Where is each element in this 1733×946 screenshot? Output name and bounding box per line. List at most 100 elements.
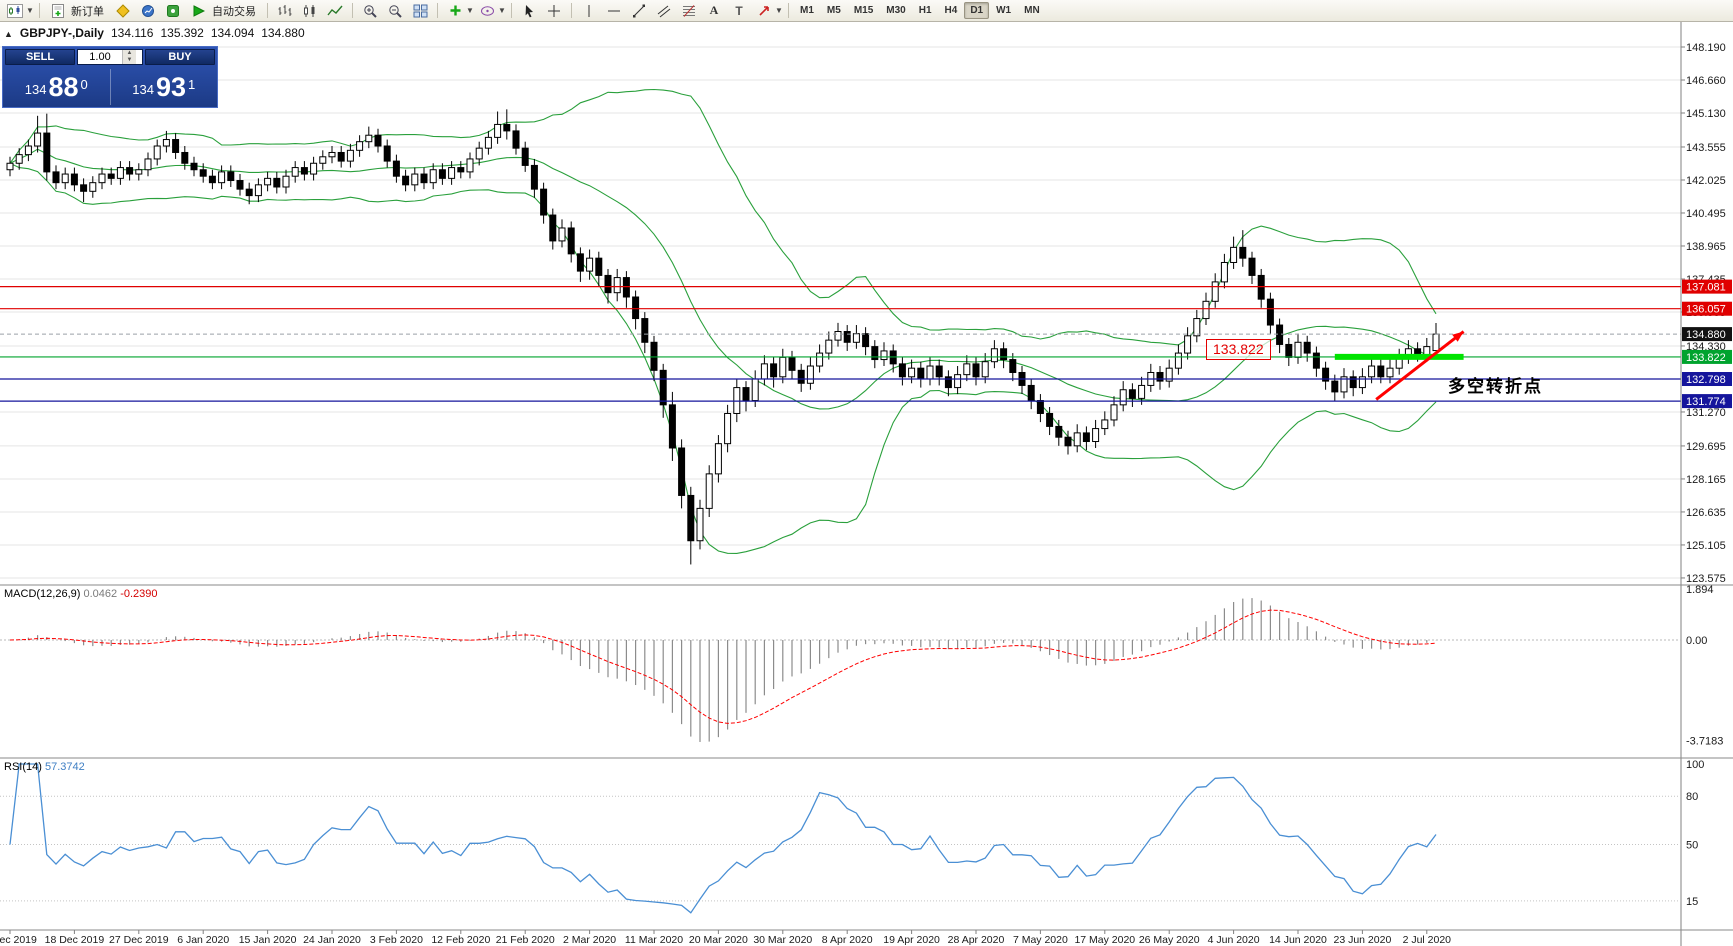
svg-text:50: 50 <box>1686 840 1698 852</box>
cycles-caret-icon[interactable]: ▼ <box>498 6 506 15</box>
horizontal-line-icon[interactable] <box>602 0 626 21</box>
svg-text:133.822: 133.822 <box>1686 352 1726 364</box>
chart-title: ▲ GBPJPY-,Daily 134.116 135.392 134.094 … <box>4 26 305 40</box>
toolbar-separator <box>267 3 268 18</box>
one-click-collapse-icon[interactable]: ▲ <box>4 29 13 39</box>
svg-text:148.190: 148.190 <box>1686 42 1726 54</box>
autotrading-play-icon <box>187 0 211 21</box>
svg-text:132.798: 132.798 <box>1686 374 1726 386</box>
sell-price[interactable]: 134 88 0 <box>3 70 110 105</box>
vertical-line-icon[interactable] <box>577 0 601 21</box>
buy-price[interactable]: 134 93 1 <box>111 70 218 105</box>
zoom-out-icon[interactable] <box>383 0 407 21</box>
svg-text:146.660: 146.660 <box>1686 75 1726 87</box>
macd-indicator-label: MACD(12,26,9) 0.0462 -0.2390 <box>4 588 158 600</box>
svg-text:30 Mar 2020: 30 Mar 2020 <box>753 934 812 946</box>
svg-text:20 Mar 2020: 20 Mar 2020 <box>689 934 748 946</box>
arrow-tool-caret-icon[interactable]: ▼ <box>775 6 783 15</box>
trendline-icon[interactable] <box>627 0 651 21</box>
svg-text:27 Dec 2019: 27 Dec 2019 <box>109 934 169 946</box>
svg-text:9 Dec 2019: 9 Dec 2019 <box>0 934 37 946</box>
candlestick-series[interactable] <box>6 109 1440 565</box>
bar-low: 134.094 <box>210 26 255 40</box>
svg-text:17 May 2020: 17 May 2020 <box>1074 934 1135 946</box>
volume-input[interactable] <box>78 51 122 63</box>
svg-text:-3.7183: -3.7183 <box>1686 735 1723 747</box>
timeframe-w1[interactable]: W1 <box>996 5 1012 16</box>
timeframe-m30[interactable]: M30 <box>886 5 906 16</box>
svg-text:128.165: 128.165 <box>1686 474 1726 486</box>
metaeditor-icon[interactable] <box>111 0 135 21</box>
tile-windows-icon[interactable] <box>408 0 432 21</box>
candlestick-chart-icon[interactable] <box>298 0 322 21</box>
arrow-tool-icon[interactable] <box>752 0 776 21</box>
svg-text:23 Jun 2020: 23 Jun 2020 <box>1333 934 1391 946</box>
new-order-label: 新订单 <box>71 5 104 18</box>
rsi-axis-labels: 100 80 50 15 <box>1686 759 1704 908</box>
bar-open: 134.116 <box>110 26 154 40</box>
timeframe-d1[interactable]: D1 <box>964 2 990 19</box>
svg-text:15 Jan 2020: 15 Jan 2020 <box>239 934 297 946</box>
new-chart-icon[interactable] <box>3 0 27 21</box>
svg-text:2 Jul 2020: 2 Jul 2020 <box>1403 934 1452 946</box>
timeframe-h1[interactable]: H1 <box>918 5 932 16</box>
timeframe-mn[interactable]: MN <box>1024 5 1040 16</box>
volume-up-icon[interactable]: ▲ <box>123 50 136 57</box>
svg-text:126.635: 126.635 <box>1686 507 1726 519</box>
toolbar-separator <box>352 3 353 18</box>
svg-text:14 Jun 2020: 14 Jun 2020 <box>1269 934 1327 946</box>
svg-text:134.880: 134.880 <box>1686 329 1726 341</box>
autotrading-button[interactable]: 自动交易 <box>186 0 262 21</box>
market-watch-icon[interactable] <box>136 0 160 21</box>
autotrading-label: 自动交易 <box>212 5 256 18</box>
fibonacci-icon[interactable] <box>677 0 701 21</box>
svg-text:11 Mar 2020: 11 Mar 2020 <box>625 934 683 946</box>
svg-text:131.774: 131.774 <box>1686 396 1726 408</box>
macd-signal-line <box>9 609 1437 724</box>
svg-text:7 May 2020: 7 May 2020 <box>1013 934 1068 946</box>
zoom-in-icon[interactable] <box>358 0 382 21</box>
svg-text:137.081: 137.081 <box>1686 282 1726 294</box>
trend-arrow[interactable] <box>1375 330 1465 401</box>
line-chart-icon[interactable] <box>323 0 347 21</box>
svg-text:142.025: 142.025 <box>1686 175 1726 187</box>
buy-price-prefix: 134 <box>132 81 154 97</box>
bar-chart-icon[interactable] <box>273 0 297 21</box>
new-order-button[interactable]: 新订单 <box>45 0 110 21</box>
timeframe-m1[interactable]: M1 <box>800 5 814 16</box>
toolbar-separator <box>511 3 512 18</box>
price-gridlines <box>0 46 1681 579</box>
svg-text:12 Feb 2020: 12 Feb 2020 <box>431 934 490 946</box>
svg-text:123.575: 123.575 <box>1686 573 1726 585</box>
rsi-indicator-label: RSI(14) 57.3742 <box>4 761 85 773</box>
svg-text:28 Apr 2020: 28 Apr 2020 <box>948 934 1005 946</box>
svg-text:1.894: 1.894 <box>1686 584 1714 596</box>
timeframe-m15[interactable]: M15 <box>853 5 874 16</box>
scripts-icon[interactable] <box>161 0 185 21</box>
toolbar-separator <box>437 3 438 18</box>
text-label-icon[interactable]: T <box>735 3 743 18</box>
indicator-add-caret-icon[interactable]: ▼ <box>466 6 474 15</box>
crosshair-icon[interactable] <box>542 0 566 21</box>
cycles-icon[interactable] <box>475 0 499 21</box>
timeframe-m5[interactable]: M5 <box>826 5 841 16</box>
horizontal-level-lines[interactable] <box>0 286 1681 402</box>
svg-text:26 May 2020: 26 May 2020 <box>1139 934 1200 946</box>
text-icon[interactable]: A <box>709 3 719 17</box>
price-divider <box>109 69 111 105</box>
indicator-add-icon[interactable] <box>443 0 467 21</box>
timeframe-h4[interactable]: H4 <box>944 5 958 16</box>
channel-icon[interactable] <box>652 0 676 21</box>
new-chart-caret-icon[interactable]: ▼ <box>26 6 34 15</box>
svg-text:129.695: 129.695 <box>1686 441 1726 453</box>
chart-symbol: GBPJPY-,Daily <box>19 26 104 40</box>
rsi-title: RSI(14) <box>4 761 42 773</box>
annotation-note[interactable]: 多空转折点 <box>1448 377 1543 396</box>
price-callout[interactable]: 133.822 <box>1206 339 1271 360</box>
buy-button[interactable]: BUY <box>145 49 215 65</box>
cursor-icon[interactable] <box>517 0 541 21</box>
svg-text:80: 80 <box>1686 791 1698 803</box>
volume-down-icon[interactable]: ▼ <box>123 57 136 64</box>
sell-button[interactable]: SELL <box>5 49 75 65</box>
